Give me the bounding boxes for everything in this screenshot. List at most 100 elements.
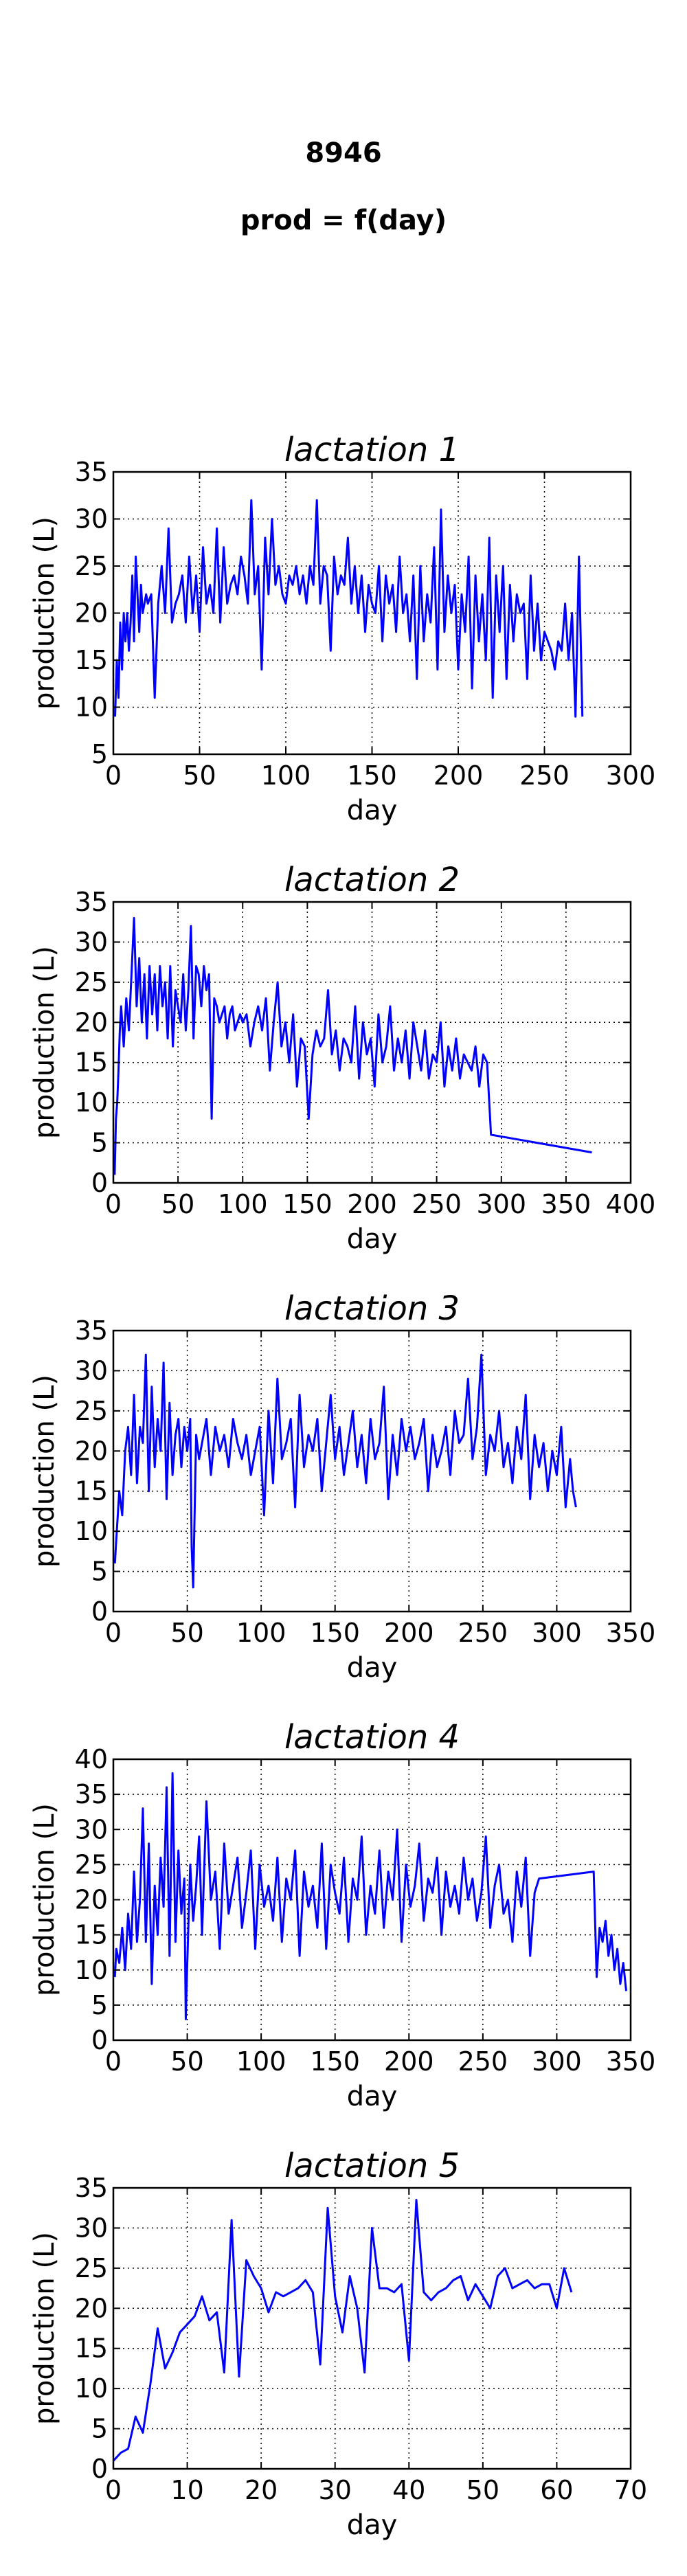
y-axis-label: production (L) xyxy=(29,2232,60,2425)
y-tick-label: 15 xyxy=(75,645,108,675)
x-tick-label: 400 xyxy=(606,1189,656,1219)
y-tick-label: 25 xyxy=(75,2253,108,2283)
y-tick-label: 40 xyxy=(75,1744,108,1774)
y-tick-label: 30 xyxy=(75,1814,108,1844)
chart-lactation-3: 0 50 100 150 200 250 300 350 0 5 10 15 20 25 30 35 lacta… xyxy=(29,1289,655,1684)
y-tick-label: 0 xyxy=(91,1168,108,1198)
y-tick-label: 5 xyxy=(91,2414,108,2444)
y-tick-label: 25 xyxy=(75,967,108,997)
x-tick-label: 150 xyxy=(310,2046,360,2077)
x-tick-label: 250 xyxy=(458,2046,508,2077)
y-tick-label: 20 xyxy=(75,1885,108,1915)
x-tick-label: 300 xyxy=(532,1618,582,1648)
series-line xyxy=(113,916,592,1175)
y-axis-label: production (L) xyxy=(29,1803,60,1996)
y-tick-label: 5 xyxy=(91,1990,108,2020)
y-axis-label: production (L) xyxy=(29,517,60,710)
axes-frame xyxy=(112,2187,632,2470)
x-tick-label: 0 xyxy=(105,2475,122,2505)
chart-title: lactation 2 xyxy=(284,861,460,899)
chart-title: lactation 3 xyxy=(284,1289,460,1328)
y-tick-label: 0 xyxy=(91,2025,108,2055)
series-line xyxy=(113,1772,627,2020)
y-tick-label: 5 xyxy=(91,739,108,769)
x-tick-label: 250 xyxy=(458,1618,508,1648)
y-tick-label: 30 xyxy=(75,504,108,534)
y-tick-label: 15 xyxy=(75,1920,108,1950)
x-axis-label: day xyxy=(347,2509,398,2541)
y-tick-label: 20 xyxy=(75,1007,108,1037)
y-tick-label: 30 xyxy=(75,927,108,957)
y-tick-label: 30 xyxy=(75,2213,108,2243)
x-tick-label: 350 xyxy=(541,1189,592,1219)
x-tick-label: 10 xyxy=(170,2475,203,2505)
y-tick-label: 35 xyxy=(75,1315,108,1346)
y-tick-label: 30 xyxy=(75,1355,108,1386)
chart-lactation-1: 0 50 100 150 200 250 300 5 10 15 20 25 30 35 lactation… xyxy=(29,431,655,826)
x-tick-label: 200 xyxy=(384,1618,434,1648)
y-tick-label: 35 xyxy=(75,887,108,917)
y-tick-label: 35 xyxy=(75,2173,108,2203)
x-tick-label: 350 xyxy=(606,2046,656,2077)
y-tick-label: 10 xyxy=(75,1516,108,1546)
y-tick-label: 5 xyxy=(91,1557,108,1587)
x-tick-label: 300 xyxy=(532,2046,582,2077)
y-tick-label: 25 xyxy=(75,551,108,581)
x-tick-label: 150 xyxy=(310,1618,360,1648)
x-tick-label: 60 xyxy=(540,2475,573,2505)
x-tick-label: 0 xyxy=(105,1618,122,1648)
x-tick-label: 250 xyxy=(519,760,570,791)
series-line xyxy=(113,1353,577,1589)
x-tick-label: 250 xyxy=(412,1189,462,1219)
chart-lactation-2: 0 50 100 150 200 250 300 350 400 0 5 10 15 20 25 30 35 la… xyxy=(29,861,655,1255)
x-tick-label: 40 xyxy=(392,2475,425,2505)
x-tick-label: 50 xyxy=(183,760,216,791)
series-line xyxy=(112,2199,573,2462)
y-tick-label: 0 xyxy=(91,2454,108,2484)
chart-lactation-5: 0 10 20 30 40 50 60 70 0 5 10 15 20 25 30 35 lactation 5… xyxy=(29,2147,647,2541)
chart-title: lactation 4 xyxy=(284,1718,460,1756)
x-tick-label: 200 xyxy=(384,2046,434,2077)
axes-frame xyxy=(112,1329,632,1613)
y-tick-label: 10 xyxy=(75,692,108,723)
x-tick-label: 350 xyxy=(606,1618,656,1648)
x-axis-label: day xyxy=(347,2081,398,2112)
x-tick-label: 100 xyxy=(236,1618,286,1648)
y-tick-label: 5 xyxy=(91,1128,108,1158)
x-axis-label: day xyxy=(347,1652,398,1684)
y-tick-label: 10 xyxy=(75,1087,108,1118)
chart-lactation-4: 0 50 100 150 200 250 300 350 0 5 10 15 20 25 30 35 40 lac… xyxy=(29,1718,655,2112)
x-axis-label: day xyxy=(347,795,398,826)
series-line xyxy=(114,499,584,718)
x-tick-label: 200 xyxy=(347,1189,397,1219)
x-tick-label: 150 xyxy=(347,760,397,791)
y-tick-label: 10 xyxy=(75,1955,108,1985)
y-axis-label: production (L) xyxy=(29,946,60,1139)
x-tick-label: 300 xyxy=(606,760,656,791)
x-tick-label: 20 xyxy=(245,2475,278,2505)
y-tick-label: 10 xyxy=(75,2373,108,2404)
y-tick-label: 15 xyxy=(75,1476,108,1506)
y-tick-label: 35 xyxy=(75,457,108,487)
figure-subtitle: prod = f(day) xyxy=(240,205,447,236)
y-tick-label: 20 xyxy=(75,1436,108,1466)
figure-title: 8946 xyxy=(305,137,382,169)
y-tick-label: 15 xyxy=(75,2334,108,2364)
x-tick-label: 200 xyxy=(433,760,484,791)
y-tick-label: 25 xyxy=(75,1396,108,1426)
x-tick-label: 30 xyxy=(319,2475,352,2505)
chart-title: lactation 1 xyxy=(284,431,460,469)
y-tick-label: 25 xyxy=(75,1849,108,1879)
x-tick-label: 0 xyxy=(105,1189,122,1219)
y-tick-label: 15 xyxy=(75,1048,108,1078)
y-tick-label: 0 xyxy=(91,1596,108,1627)
y-axis-label: production (L) xyxy=(29,1375,60,1568)
x-tick-label: 100 xyxy=(218,1189,268,1219)
y-tick-label: 20 xyxy=(75,598,108,629)
x-tick-label: 50 xyxy=(466,2475,499,2505)
x-tick-label: 100 xyxy=(236,2046,286,2077)
x-tick-label: 0 xyxy=(105,2046,122,2077)
x-tick-label: 300 xyxy=(476,1189,526,1219)
x-axis-label: day xyxy=(347,1223,398,1255)
